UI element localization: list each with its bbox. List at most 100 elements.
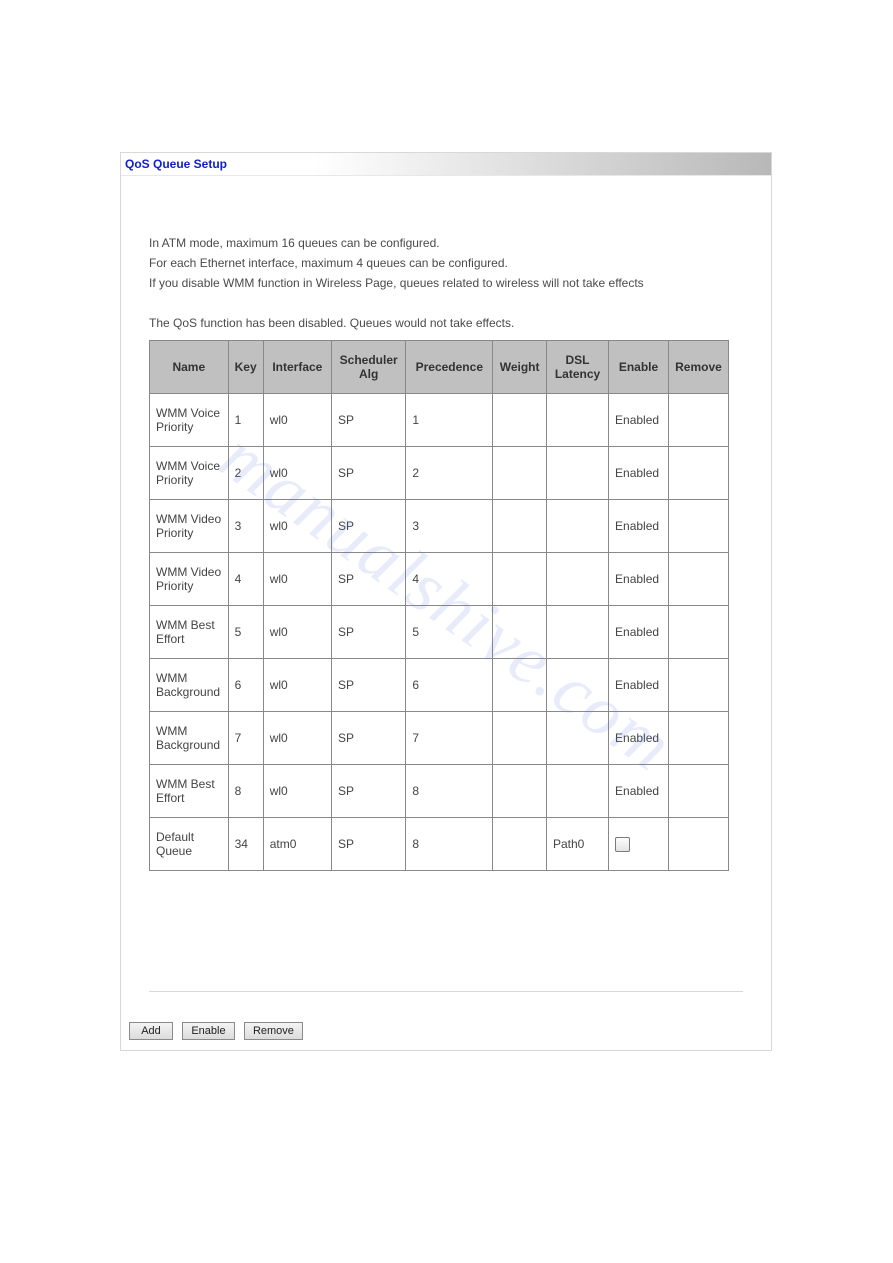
table-row: Default Queue34atm0SP8 Path0 [150,818,729,871]
cell-interface: wl0 [263,447,331,500]
cell-precedence: 6 [406,659,493,712]
cell-scheduler-alg: SP [331,765,405,818]
cell-weight [493,659,547,712]
cell-scheduler-alg: SP [331,659,405,712]
queue-table: Name Key Interface Scheduler Alg Precede… [149,340,729,871]
table-row: WMM Video Priority3wl0SP3Enabled [150,500,729,553]
cell-name: WMM Best Effort [150,606,229,659]
cell-precedence: 8 [406,818,493,871]
cell-weight [493,765,547,818]
cell-dsl-latency [546,765,608,818]
cell-weight [493,394,547,447]
cell-remove [668,712,728,765]
col-remove: Remove [668,341,728,394]
table-row: WMM Background6wl0SP6Enabled [150,659,729,712]
cell-enable: Enabled [609,712,669,765]
cell-weight [493,553,547,606]
enable-checkbox[interactable] [615,837,630,852]
cell-enable [609,818,669,871]
button-row: Add Enable Remove [121,1016,771,1050]
cell-weight [493,712,547,765]
col-weight: Weight [493,341,547,394]
cell-name: WMM Best Effort [150,765,229,818]
cell-name: Default Queue [150,818,229,871]
cell-key: 3 [228,500,263,553]
cell-dsl-latency [546,553,608,606]
cell-interface: wl0 [263,553,331,606]
cell-remove [668,500,728,553]
cell-scheduler-alg: SP [331,553,405,606]
cell-remove [668,659,728,712]
col-key: Key [228,341,263,394]
cell-name: WMM Voice Priority [150,447,229,500]
table-header-row: Name Key Interface Scheduler Alg Precede… [150,341,729,394]
cell-name: WMM Voice Priority [150,394,229,447]
cell-scheduler-alg: SP [331,447,405,500]
cell-key: 2 [228,447,263,500]
cell-precedence: 1 [406,394,493,447]
intro-text: In ATM mode, maximum 16 queues can be co… [149,236,743,290]
cell-precedence: 4 [406,553,493,606]
cell-key: 1 [228,394,263,447]
col-enable: Enable [609,341,669,394]
enable-button[interactable]: Enable [182,1022,234,1040]
cell-dsl-latency [546,500,608,553]
cell-dsl-latency [546,606,608,659]
cell-name: WMM Background [150,712,229,765]
cell-enable: Enabled [609,553,669,606]
intro-line-1: In ATM mode, maximum 16 queues can be co… [149,236,743,250]
cell-interface: atm0 [263,818,331,871]
cell-enable: Enabled [609,659,669,712]
cell-enable: Enabled [609,447,669,500]
cell-interface: wl0 [263,712,331,765]
intro-line-2: For each Ethernet interface, maximum 4 q… [149,256,743,270]
cell-precedence: 5 [406,606,493,659]
cell-scheduler-alg: SP [331,818,405,871]
cell-dsl-latency [546,394,608,447]
cell-remove [668,818,728,871]
cell-dsl-latency [546,447,608,500]
cell-interface: wl0 [263,765,331,818]
cell-weight [493,818,547,871]
cell-dsl-latency [546,659,608,712]
panel-title: QoS Queue Setup [121,153,771,175]
table-row: WMM Background7wl0SP7Enabled [150,712,729,765]
cell-enable: Enabled [609,394,669,447]
cell-interface: wl0 [263,500,331,553]
cell-interface: wl0 [263,606,331,659]
cell-key: 4 [228,553,263,606]
qos-panel: QoS Queue Setup In ATM mode, maximum 16 … [120,152,772,1051]
cell-key: 34 [228,818,263,871]
cell-precedence: 8 [406,765,493,818]
cell-interface: wl0 [263,394,331,447]
col-name: Name [150,341,229,394]
cell-name: WMM Background [150,659,229,712]
cell-dsl-latency [546,712,608,765]
col-precedence: Precedence [406,341,493,394]
cell-interface: wl0 [263,659,331,712]
cell-scheduler-alg: SP [331,606,405,659]
cell-precedence: 2 [406,447,493,500]
cell-name: WMM Video Priority [150,500,229,553]
cell-enable: Enabled [609,606,669,659]
cell-precedence: 7 [406,712,493,765]
table-row: WMM Best Effort8wl0SP8Enabled [150,765,729,818]
intro-line-3: If you disable WMM function in Wireless … [149,276,743,290]
cell-enable: Enabled [609,765,669,818]
col-scheduler-alg: Scheduler Alg [331,341,405,394]
cell-scheduler-alg: SP [331,394,405,447]
add-button[interactable]: Add [129,1022,173,1040]
panel-body: In ATM mode, maximum 16 queues can be co… [121,175,771,1016]
cell-remove [668,447,728,500]
cell-remove [668,394,728,447]
cell-scheduler-alg: SP [331,500,405,553]
cell-key: 7 [228,712,263,765]
cell-key: 6 [228,659,263,712]
cell-remove [668,553,728,606]
cell-weight [493,500,547,553]
cell-weight [493,606,547,659]
cell-dsl-latency: Path0 [546,818,608,871]
table-row: WMM Voice Priority1wl0SP1Enabled [150,394,729,447]
cell-name: WMM Video Priority [150,553,229,606]
remove-button[interactable]: Remove [244,1022,303,1040]
